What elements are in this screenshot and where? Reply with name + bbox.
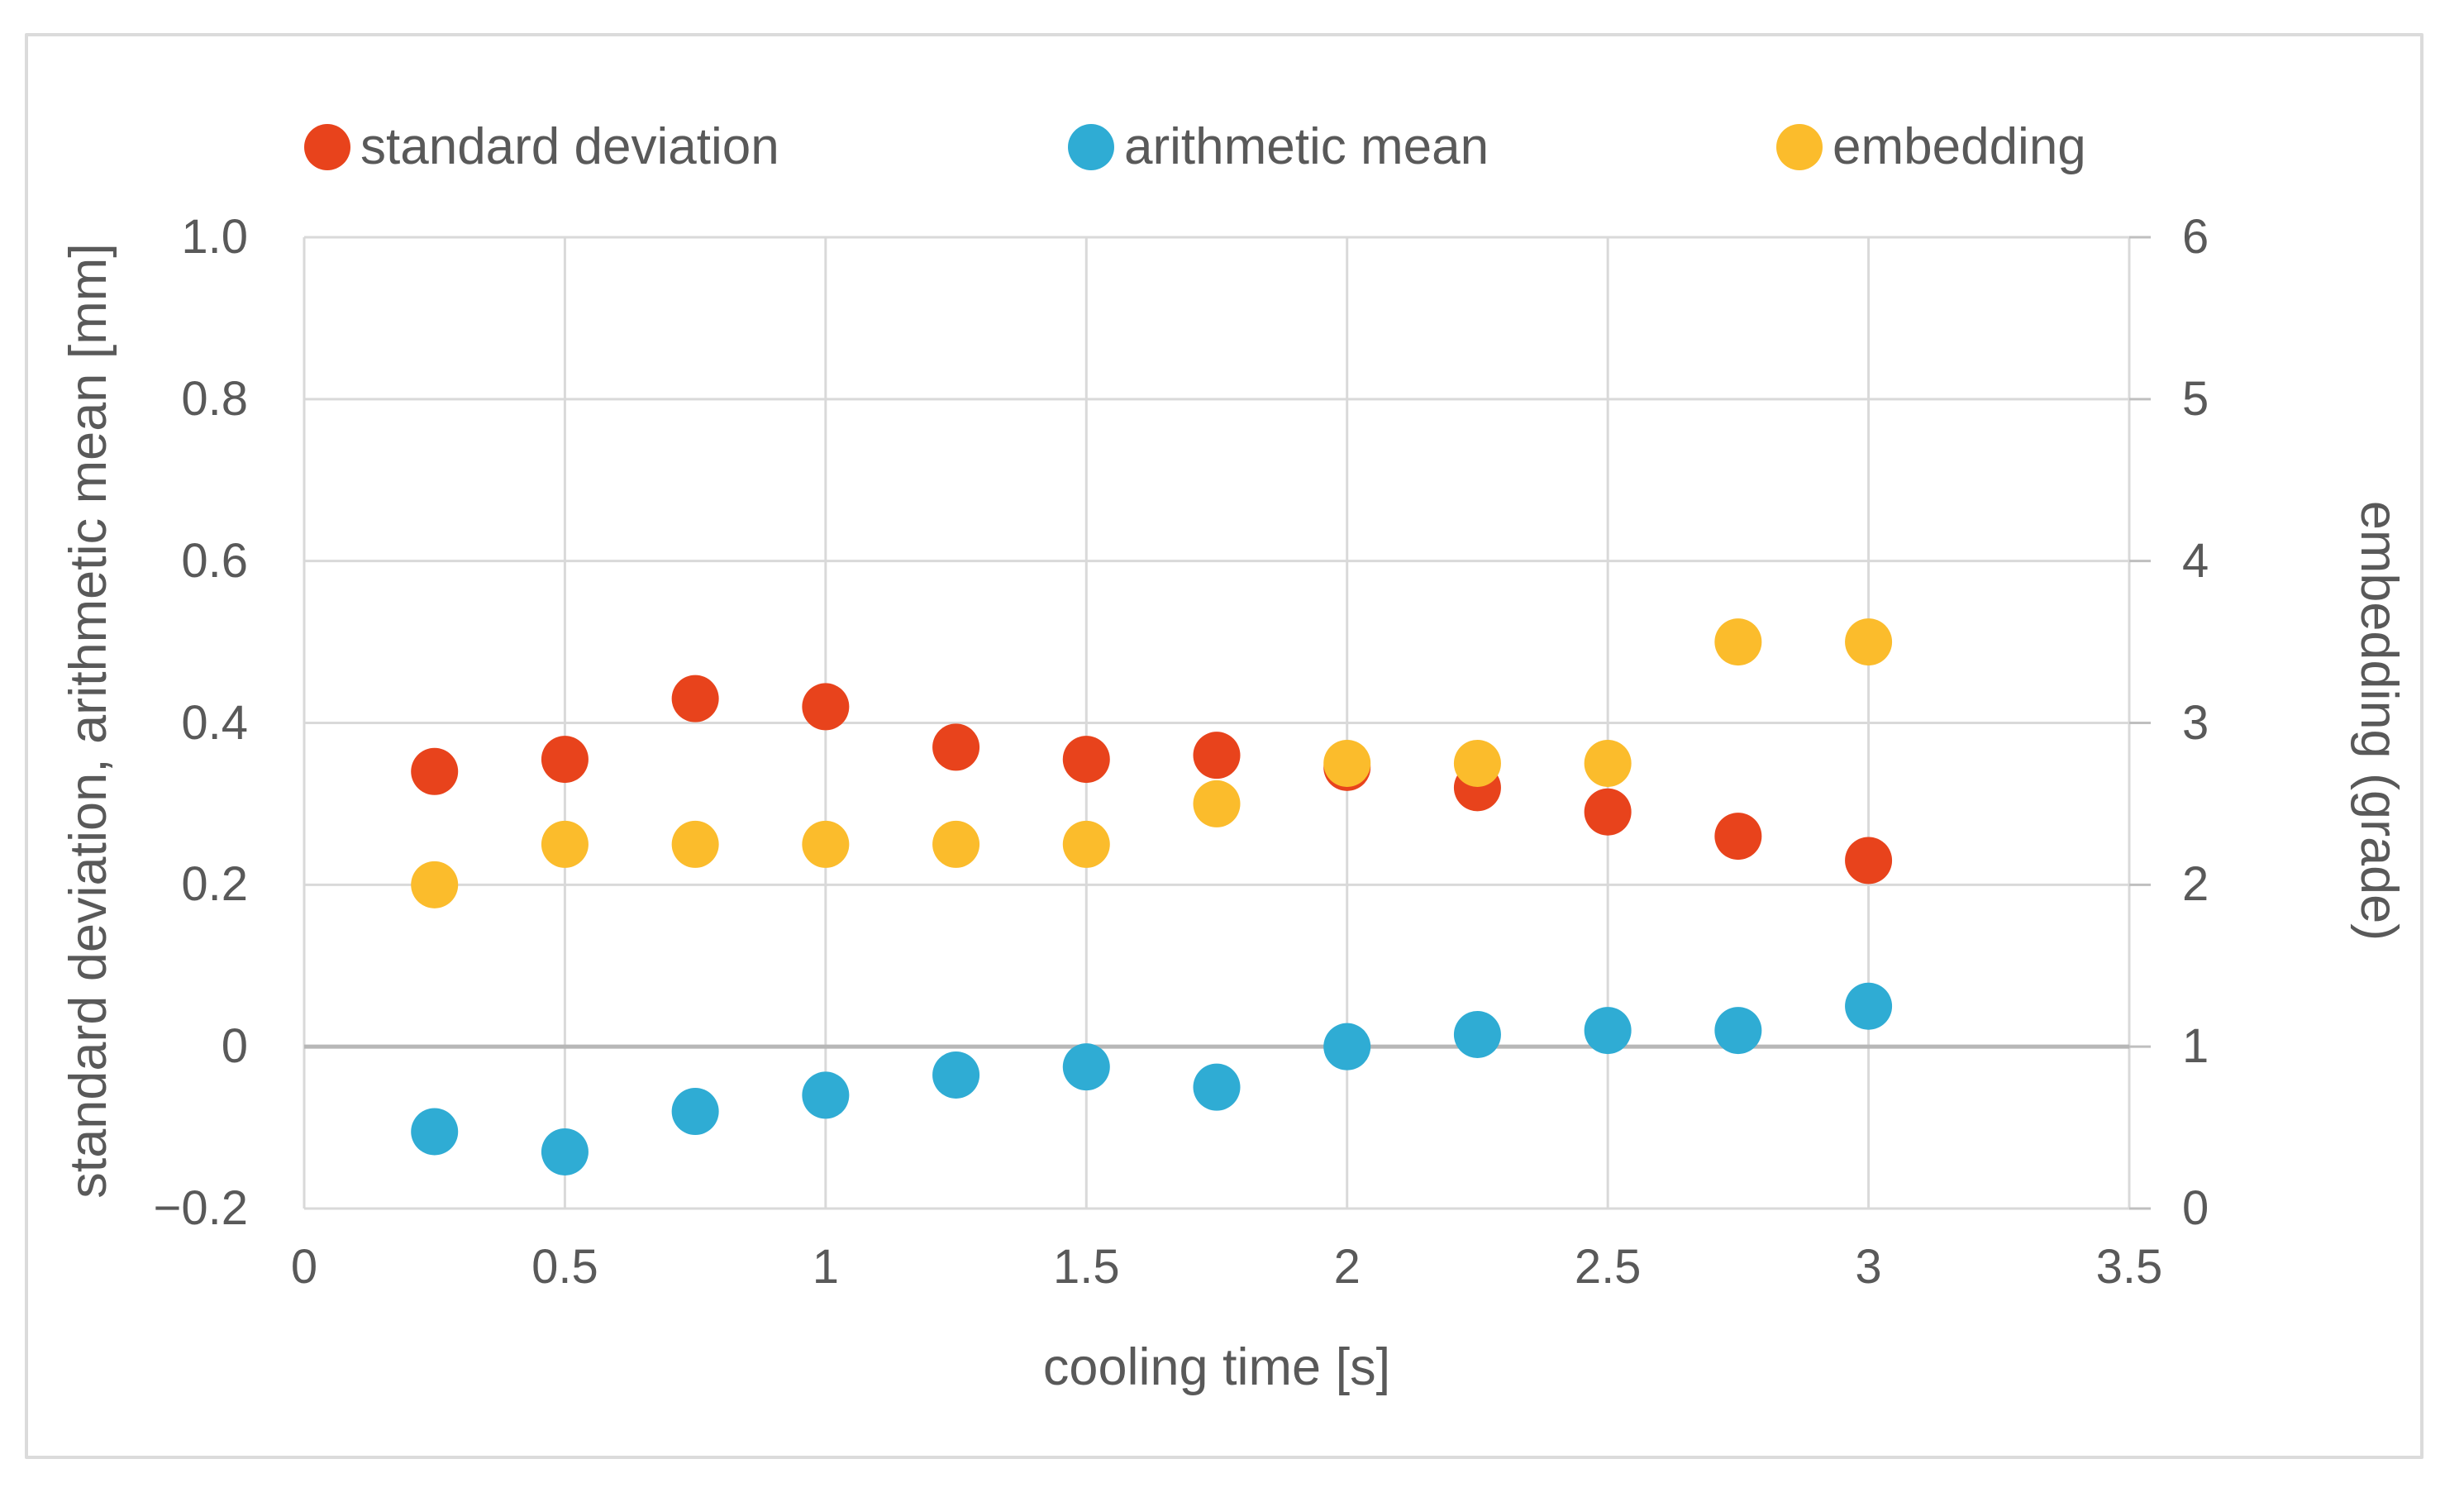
data-point-embedding [802,820,850,868]
data-point-standard-deviation [802,683,850,731]
data-point-arithmetic-mean [1845,982,1893,1030]
left-axis-tick-label: 0.8 [181,371,248,426]
data-point-embedding [932,820,980,868]
x-axis-tick-label: 1.5 [1052,1240,1120,1294]
right-axis-tick-label: 4 [2182,533,2209,588]
data-point-arithmetic-mean [411,1108,459,1156]
data-point-embedding [1584,739,1632,787]
legend-item-arithmetic-mean: arithmetic mean [1068,121,1489,174]
data-point-embedding [411,861,459,908]
data-point-standard-deviation [932,723,980,771]
legend-label-embedding: embedding [1833,118,2086,175]
data-point-standard-deviation [671,675,719,722]
x-axis-tick-label: 3 [1855,1240,1882,1294]
legend-item-embedding: embedding [1776,121,2086,174]
x-axis-title: cooling time [s] [1042,1338,1391,1396]
data-point-arithmetic-mean [802,1071,850,1119]
x-axis-tick-label: 1 [812,1240,839,1294]
data-point-embedding [541,820,589,868]
left-axis-title: standard deviation, arithmetic mean [mm] [60,243,117,1199]
data-point-arithmetic-mean [541,1128,589,1175]
x-axis-tick-label: 2 [1333,1240,1361,1294]
data-point-arithmetic-mean [1323,1023,1371,1070]
plot-area [303,236,2151,1210]
data-point-embedding [1323,739,1371,787]
left-axis-tick-label: 0.6 [181,533,248,588]
right-axis-tick-label: 3 [2182,695,2209,750]
x-axis-tick-label: 0.5 [531,1240,598,1294]
data-point-arithmetic-mean [1714,1007,1762,1055]
left-axis-tick-label: −0.2 [153,1181,249,1235]
right-axis-tick-label: 1 [2182,1019,2209,1074]
data-point-arithmetic-mean [1062,1043,1110,1091]
data-point-embedding [1845,618,1893,666]
left-axis-tick-label: 0.2 [181,857,248,912]
data-point-standard-deviation [541,736,589,784]
right-axis-tick-label: 6 [2182,210,2209,264]
right-axis-tick-label: 0 [2182,1181,2209,1235]
x-axis-tick-label: 2.5 [1574,1240,1642,1294]
data-point-arithmetic-mean [932,1051,980,1099]
left-axis-tick-label: 0 [221,1019,248,1074]
left-axis-tick-label: 1.0 [181,210,248,264]
right-axis-tick-label: 2 [2182,857,2209,912]
data-point-embedding [671,820,719,868]
x-axis-tick-label: 3.5 [2095,1240,2163,1294]
legend-marker-standard-deviation-icon [304,124,350,170]
data-point-standard-deviation [1193,732,1241,780]
legend-marker-arithmetic-mean-icon [1068,124,1114,170]
legend-label-standard-deviation: standard deviation [360,118,779,175]
data-point-embedding [1193,780,1241,827]
legend-marker-embedding-icon [1776,124,1823,170]
data-point-standard-deviation [411,747,459,795]
data-point-arithmetic-mean [1193,1063,1241,1111]
legend-label-arithmetic-mean: arithmetic mean [1124,118,1489,175]
data-point-arithmetic-mean [1584,1007,1632,1055]
data-point-arithmetic-mean [1453,1010,1501,1058]
data-point-embedding [1453,739,1501,787]
right-axis-tick-label: 5 [2182,371,2209,426]
x-axis-tick-label: 0 [290,1240,318,1294]
data-point-embedding [1062,820,1110,868]
data-point-standard-deviation [1062,736,1110,784]
data-point-arithmetic-mean [671,1088,719,1135]
left-axis-tick-label: 0.4 [181,695,248,750]
legend-item-standard-deviation: standard deviation [304,121,779,174]
data-point-embedding [1714,618,1762,666]
right-axis-title: embedding (grade) [2350,500,2408,942]
scatter-plot [303,236,2151,1210]
data-point-standard-deviation [1584,788,1632,836]
data-point-standard-deviation [1845,837,1893,885]
data-point-standard-deviation [1714,813,1762,861]
